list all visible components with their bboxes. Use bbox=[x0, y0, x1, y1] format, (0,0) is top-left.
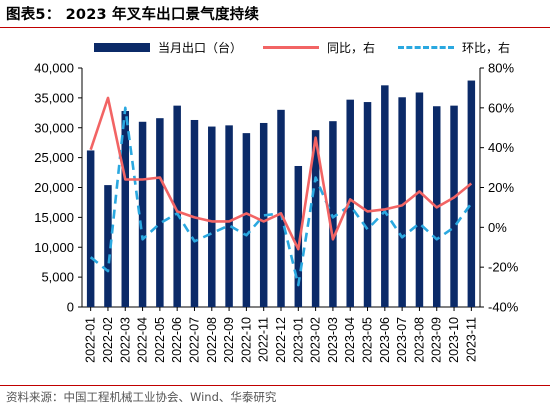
y-right-tick-label: 60% bbox=[488, 100, 514, 115]
x-tick-label: 2022-01 bbox=[84, 317, 98, 363]
figure-title: 图表5： 2023 年叉车出口景气度持续 bbox=[6, 7, 260, 23]
legend-mom-label: 环比，右 bbox=[462, 41, 511, 55]
y-left-tick-label: 5,000 bbox=[41, 270, 74, 285]
bar-export-2022-03 bbox=[121, 111, 130, 308]
x-tick-label: 2023-03 bbox=[326, 317, 340, 363]
bar-export-2022-12 bbox=[277, 109, 285, 307]
x-tick-label: 2023-04 bbox=[343, 317, 357, 363]
x-tick-label: 2023-08 bbox=[412, 317, 426, 363]
bar-export-2023-10 bbox=[450, 105, 458, 307]
legend-item-bar: 当月出口（台） bbox=[94, 39, 242, 56]
source-note: 资料来源：中国工程机械工业协会、Wind、华泰研究 bbox=[6, 390, 277, 404]
x-tick-label: 2022-08 bbox=[205, 317, 219, 363]
bar-export-2022-06 bbox=[173, 105, 181, 307]
bar-export-2022-04 bbox=[138, 121, 147, 308]
x-tick-label: 2022-11 bbox=[257, 317, 271, 362]
bar-export-2022-01 bbox=[86, 150, 95, 307]
y-right-tick-label: 0% bbox=[488, 220, 507, 235]
x-tick-label: 2023-11 bbox=[464, 317, 478, 362]
legend-item-yoy: 同比，右 bbox=[263, 39, 375, 56]
line-yoy bbox=[89, 96, 473, 251]
bar-export-2022-08 bbox=[208, 126, 216, 308]
y-right-tick-label: 40% bbox=[488, 140, 514, 155]
x-tick-label: 2023-01 bbox=[291, 317, 305, 363]
y-left-tick-label: 15,000 bbox=[34, 210, 74, 225]
y-left-tick-label: 40,000 bbox=[34, 61, 74, 76]
x-tick-label: 2022-10 bbox=[239, 317, 253, 363]
bar-export-2022-02 bbox=[104, 185, 112, 307]
chart-legend: 当月出口（台） 同比，右 环比，右 bbox=[0, 39, 550, 57]
bar-export-2023-02 bbox=[311, 130, 320, 307]
x-tick-label: 2022-04 bbox=[136, 317, 150, 363]
bar-export-2022-07 bbox=[190, 119, 199, 307]
bar-export-2023-01 bbox=[294, 165, 303, 307]
bar-export-2023-05 bbox=[363, 102, 372, 308]
bar-export-2022-11 bbox=[259, 122, 268, 307]
y-right-tick-label: 80% bbox=[488, 61, 514, 76]
legend-yoy-swatch bbox=[263, 46, 319, 49]
bar-export-2023-03 bbox=[329, 121, 337, 308]
y-right-tick-label: -40% bbox=[488, 300, 519, 315]
x-tick-label: 2023-02 bbox=[309, 317, 323, 363]
legend-item-mom: 环比，右 bbox=[398, 39, 510, 56]
bar-export-2023-06 bbox=[381, 85, 389, 307]
x-tick-label: 2022-05 bbox=[153, 317, 167, 363]
bar-export-2022-09 bbox=[225, 125, 233, 307]
x-tick-label: 2022-06 bbox=[170, 317, 184, 363]
x-tick-label: 2023-09 bbox=[430, 317, 444, 363]
legend-bar-label: 当月出口（台） bbox=[158, 41, 243, 55]
bar-export-2023-11 bbox=[467, 80, 476, 307]
y-left-tick-label: 20,000 bbox=[34, 180, 74, 195]
y-left-tick-label: 30,000 bbox=[34, 120, 74, 135]
y-left-tick-label: 35,000 bbox=[34, 90, 74, 105]
legend-yoy-label: 同比，右 bbox=[327, 41, 376, 55]
bar-export-2022-05 bbox=[156, 118, 164, 307]
source-divider bbox=[0, 385, 550, 386]
bar-export-2023-07 bbox=[398, 97, 406, 307]
y-left-tick-label: 10,000 bbox=[34, 240, 74, 255]
x-tick-label: 2022-07 bbox=[187, 317, 201, 363]
legend-bar-swatch bbox=[94, 43, 150, 52]
bar-export-2023-04 bbox=[346, 99, 354, 307]
bar-export-2022-10 bbox=[242, 133, 251, 307]
x-tick-label: 2022-03 bbox=[118, 317, 132, 363]
x-tick-label: 2023-07 bbox=[395, 317, 409, 363]
combo-chart: 0 5,000 10,000 15,000 20,000 25,000 30,000 35,0… bbox=[34, 61, 519, 363]
bar-export-2023-08 bbox=[415, 92, 424, 307]
y-right-tick-label: -20% bbox=[488, 260, 519, 275]
y-left-tick-label: 0 bbox=[67, 300, 74, 315]
x-tick-label: 2023-10 bbox=[447, 317, 461, 363]
title-divider bbox=[0, 27, 550, 28]
x-tick-label: 2022-09 bbox=[222, 317, 236, 363]
x-tick-label: 2023-06 bbox=[378, 317, 392, 363]
x-tick-label: 2022-12 bbox=[274, 317, 288, 363]
x-tick-label: 2023-05 bbox=[361, 317, 375, 363]
y-right-tick-label: 20% bbox=[488, 180, 514, 195]
y-left-tick-label: 25,000 bbox=[34, 150, 74, 165]
legend-mom-swatch bbox=[398, 46, 454, 49]
x-tick-label: 2022-02 bbox=[101, 317, 115, 363]
